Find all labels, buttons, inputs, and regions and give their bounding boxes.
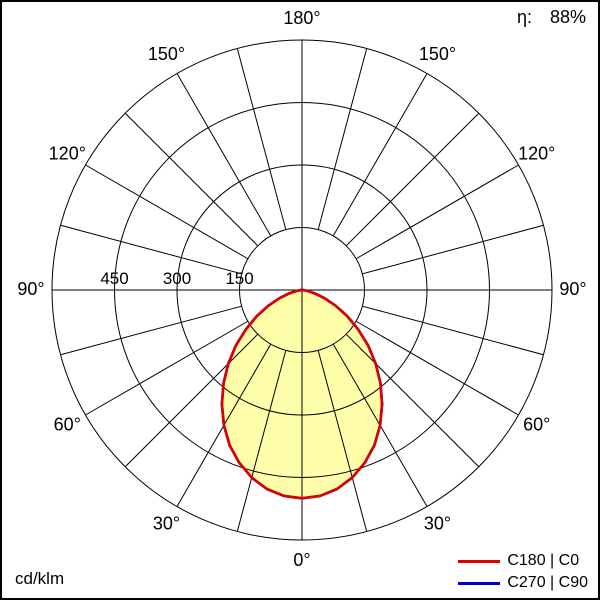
svg-text:60°: 60° [523, 414, 550, 434]
efficiency-value: 88% [549, 7, 586, 27]
legend-item-c90: C270 | C90 [458, 572, 588, 594]
svg-text:90°: 90° [559, 279, 586, 299]
legend-line-blue [458, 581, 501, 585]
svg-text:150: 150 [225, 269, 253, 288]
svg-text:30°: 30° [424, 513, 451, 533]
svg-text:30°: 30° [153, 513, 180, 533]
svg-text:120°: 120° [518, 143, 555, 163]
legend-label-c0: C180 | C0 [507, 552, 580, 569]
legend: C180 | C0 C270 | C90 [458, 550, 588, 594]
svg-text:120°: 120° [49, 143, 86, 163]
svg-text:90°: 90° [17, 279, 44, 299]
svg-text:0°: 0° [293, 550, 310, 570]
efficiency-label: η: [516, 7, 532, 27]
legend-label-c90: C270 | C90 [507, 574, 588, 591]
svg-text:180°: 180° [283, 8, 320, 28]
svg-text:150°: 150° [419, 44, 456, 64]
svg-text:60°: 60° [54, 414, 81, 434]
legend-item-c0: C180 | C0 [458, 550, 588, 572]
legend-line-red [458, 559, 501, 563]
unit-label: cd/klm [15, 569, 65, 588]
svg-text:450: 450 [100, 269, 128, 288]
svg-text:300: 300 [163, 269, 191, 288]
svg-text:150°: 150° [148, 44, 185, 64]
efficiency-readout: η: 88% [517, 7, 586, 28]
